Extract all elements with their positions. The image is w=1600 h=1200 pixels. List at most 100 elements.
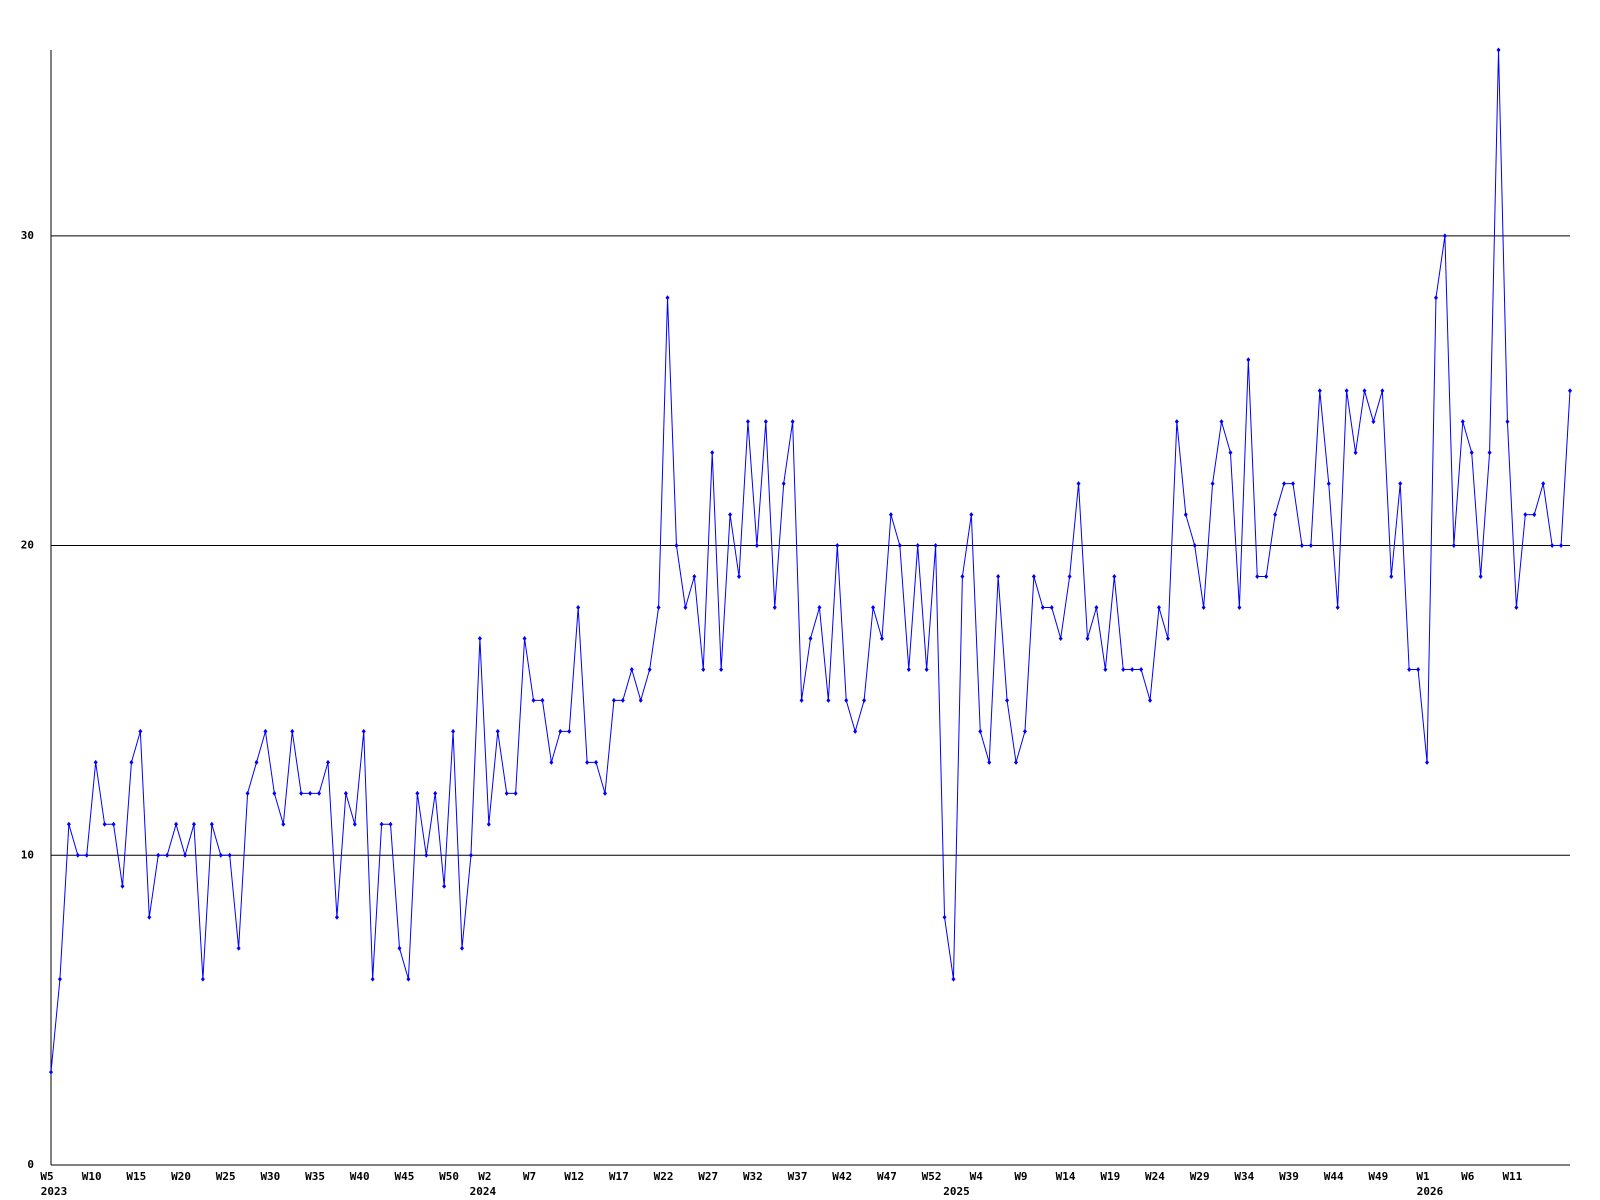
data-point: [460, 945, 465, 951]
x-tick-label: W24: [1145, 1170, 1165, 1183]
data-point: [1255, 574, 1260, 580]
data-point: [66, 821, 71, 827]
x-tick-label: W9: [1014, 1170, 1027, 1183]
data-point: [1335, 605, 1340, 610]
data-point: [334, 914, 339, 920]
data-point: [415, 790, 420, 796]
data-point: [1049, 605, 1054, 610]
x-tick-label: W4: [970, 1170, 984, 1183]
data-point: [1183, 512, 1188, 518]
data-point: [960, 574, 965, 580]
data-point: [576, 605, 581, 610]
data-point: [710, 450, 715, 456]
data-point: [379, 821, 384, 827]
data-point: [763, 419, 768, 425]
data-point: [281, 821, 286, 827]
data-point: [745, 419, 750, 425]
x-tick-label: W25: [216, 1170, 236, 1183]
x-tick-label: W20: [171, 1170, 191, 1183]
data-point: [299, 790, 304, 796]
data-point: [1148, 697, 1153, 703]
data-point: [1246, 357, 1251, 363]
data-point: [1371, 419, 1376, 425]
x-year-label: 2024: [470, 1185, 497, 1198]
data-point: [486, 821, 491, 827]
y-tick-label: 0: [27, 1158, 34, 1171]
data-point: [933, 543, 938, 549]
data-point: [656, 605, 661, 610]
data-point: [1165, 635, 1170, 641]
data-point: [1282, 481, 1287, 487]
data-point: [254, 759, 259, 765]
data-point: [1130, 666, 1135, 672]
data-point: [692, 574, 697, 580]
x-tick-label: W12: [564, 1170, 584, 1183]
data-point: [1487, 450, 1492, 456]
data-point: [1380, 388, 1385, 394]
data-point: [424, 852, 429, 858]
data-point: [540, 697, 545, 703]
data-point: [1210, 481, 1215, 487]
data-point: [969, 512, 974, 518]
data-point: [737, 574, 742, 580]
x-tick-label: W22: [654, 1170, 674, 1183]
data-point: [49, 1069, 53, 1075]
data-point: [826, 697, 831, 703]
x-tick-label: W52: [922, 1170, 942, 1183]
data-point: [1416, 666, 1421, 672]
data-point: [1451, 543, 1456, 549]
data-point: [1317, 388, 1322, 394]
data-point: [924, 666, 929, 672]
x-tick-label: W39: [1279, 1170, 1299, 1183]
data-point: [585, 759, 590, 765]
data-point: [906, 666, 911, 672]
data-point: [495, 728, 500, 734]
data-point: [987, 759, 992, 765]
y-tick-label: 10: [21, 848, 34, 861]
x-tick-label: W11: [1502, 1170, 1522, 1183]
data-point: [1040, 605, 1045, 610]
data-point: [370, 976, 375, 982]
data-point: [620, 697, 625, 703]
data-point: [1541, 481, 1546, 487]
data-point: [1514, 605, 1519, 610]
x-tick-label: W6: [1461, 1170, 1475, 1183]
data-point: [308, 790, 313, 796]
data-point: [75, 852, 80, 858]
x-tick-label: W15: [126, 1170, 146, 1183]
data-point: [862, 697, 867, 703]
data-point: [808, 635, 813, 641]
data-point: [611, 697, 616, 703]
data-point: [1085, 635, 1090, 641]
data-point: [728, 512, 733, 518]
data-point: [1344, 388, 1349, 394]
data-point: [397, 945, 402, 951]
x-tick-label: W1: [1416, 1170, 1430, 1183]
data-point: [1299, 543, 1304, 549]
data-point: [1031, 574, 1036, 580]
data-point: [477, 635, 482, 641]
data-point: [951, 976, 956, 982]
data-point: [1505, 419, 1510, 425]
data-point: [1291, 481, 1296, 487]
data-point: [1121, 666, 1126, 672]
x-tick-label: W35: [305, 1170, 325, 1183]
data-point: [1478, 574, 1483, 580]
data-point: [1308, 543, 1313, 549]
data-point: [174, 821, 179, 827]
data-point: [57, 976, 62, 982]
data-point: [1103, 666, 1108, 672]
data-point: [361, 728, 366, 734]
data-point: [388, 821, 393, 827]
x-tick-label: W17: [609, 1170, 629, 1183]
data-point: [531, 697, 536, 703]
data-point: [1550, 543, 1555, 549]
x-tick-label: W40: [350, 1170, 370, 1183]
data-point: [513, 790, 518, 796]
x-tick-label: W42: [832, 1170, 852, 1183]
data-point: [272, 790, 277, 796]
data-point: [1022, 728, 1027, 734]
data-point: [147, 914, 152, 920]
data-point: [1326, 481, 1331, 487]
data-point: [942, 914, 947, 920]
